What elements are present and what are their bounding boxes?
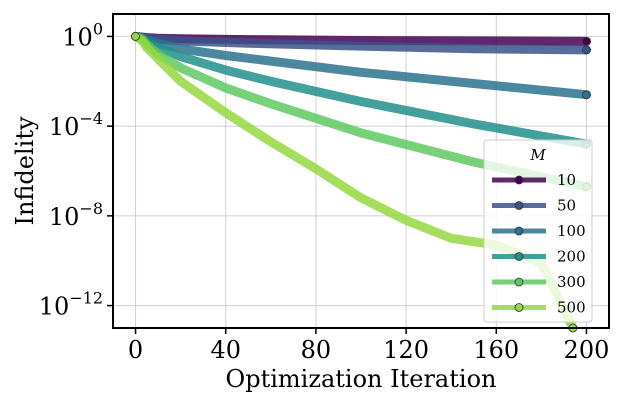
legend-label: 100 [557,222,586,240]
y-tick-label: 10−8 [49,199,103,231]
x-axis-label: Optimization Iteration [226,365,497,393]
legend-label: 200 [557,248,586,266]
legend-marker [514,252,524,261]
series-end-marker [582,36,591,46]
y-axis-label: Infidelity [11,116,39,226]
series-end-marker [582,45,591,55]
legend-marker [514,226,524,236]
plot-frame [112,13,610,329]
x-tick-label: 160 [473,336,519,364]
legend-marker [514,201,524,210]
legend-label: 500 [557,299,586,317]
legend-title: M [529,146,546,164]
legend-label: 50 [557,197,576,215]
x-tick-label: 40 [210,336,241,364]
legend-marker [514,175,524,185]
y-tick-label: 100 [62,19,103,51]
x-tick-label: 0 [128,336,143,364]
x-tick-label: 80 [301,336,332,364]
series-end-marker [582,90,591,100]
y-tick-label: 10−4 [49,109,103,141]
legend-marker [514,303,524,312]
x-tick-label: 120 [383,336,429,364]
legend: M 10 50 100 200 300 500 [483,139,593,323]
legend-label: 300 [557,273,586,291]
legend-marker [514,277,524,287]
y-tick-label: 10−12 [39,289,103,321]
series-start-marker [131,32,140,41]
x-axis: 0 40 80 120 160 200 [128,328,609,364]
x-tick-label: 200 [564,336,610,364]
y-axis: 100 10−4 10−8 10−12 [39,19,113,321]
legend-label: 10 [557,171,576,189]
